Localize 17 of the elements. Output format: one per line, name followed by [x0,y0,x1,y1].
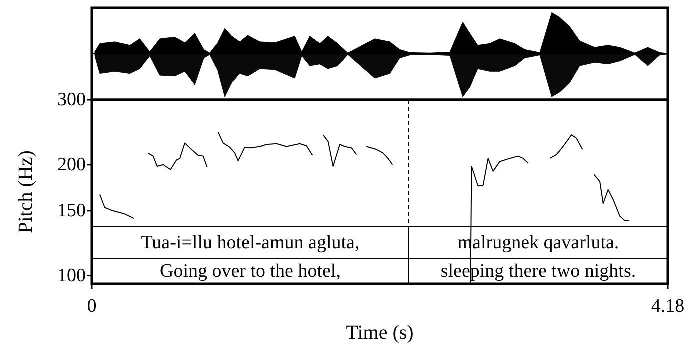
y-tick-label: 200 [58,154,86,176]
y-axis-title: Pitch (Hz) [15,150,37,234]
x-axis-title: Time (s) [346,322,414,344]
y-tick-label: 150 [58,200,86,222]
annotation: Tua-i=llu hotel-amun agluta, [141,232,360,254]
x-tick-label: 4.18 [651,296,685,317]
line-series [218,132,314,162]
line-series [322,134,358,167]
annotation: Going over to the hotel, [160,261,341,282]
y-tick-label: 100 [58,265,86,286]
line-series [366,146,394,166]
line-series [594,174,630,222]
line-series [550,134,584,160]
y-tick-label: 300 [58,90,86,110]
line-series [99,194,135,220]
x-tick-label: 0 [87,296,97,317]
line-series [148,142,208,170]
